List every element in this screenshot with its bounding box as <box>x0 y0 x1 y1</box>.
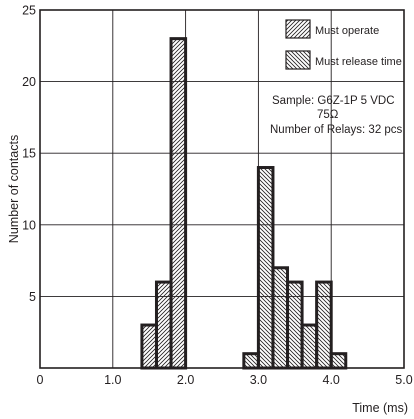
annotation-line-3: Number of Relays: 32 pcs <box>270 124 403 136</box>
legend-label-must-release: Must release time <box>315 56 402 68</box>
y-axis-label: Number of contacts <box>7 135 21 243</box>
bar-must-operate <box>169 37 188 370</box>
bar-must-release <box>286 280 304 370</box>
x-tick-label: 5.0 <box>395 373 412 387</box>
x-tick-label: 4.0 <box>323 373 340 387</box>
legend: Must operate Must release time <box>285 19 402 70</box>
x-tick-label: 2.0 <box>177 373 194 387</box>
y-tick-label: 15 <box>22 147 36 161</box>
bars <box>140 37 348 370</box>
annotation-line-2: 75Ω <box>317 109 339 121</box>
x-axis-label: Time (ms) <box>352 401 408 415</box>
x-tick-label: 1.0 <box>104 373 121 387</box>
bar-must-release <box>242 352 260 370</box>
bar-must-release <box>256 166 275 370</box>
x-tick-label: 0 <box>37 373 44 387</box>
bar-must-release <box>315 280 333 370</box>
x-tick-label: 3.0 <box>250 373 267 387</box>
plot-frame <box>39 9 405 369</box>
legend-swatch-must-operate <box>285 19 311 39</box>
y-tick-label: 25 <box>22 4 36 18</box>
sample-annotation: Sample: G6Z-1P 5 VDC 75Ω Number of Relay… <box>270 95 403 136</box>
legend-swatch-must-release <box>285 50 311 70</box>
tick-labels: 0 1.0 2.0 3.0 4.0 5.0 5 10 15 20 25 <box>22 4 413 388</box>
y-tick-label: 10 <box>22 218 36 232</box>
y-tick-label: 20 <box>22 75 36 89</box>
bar-must-operate <box>140 323 158 370</box>
y-tick-label: 5 <box>29 290 36 304</box>
legend-label-must-operate: Must operate <box>315 25 379 37</box>
bar-must-release <box>300 323 319 370</box>
bar-must-release <box>329 352 348 370</box>
bar-must-release <box>271 266 290 370</box>
annotation-line-1: Sample: G6Z-1P 5 VDC <box>272 95 395 107</box>
bar-must-operate <box>154 280 173 370</box>
